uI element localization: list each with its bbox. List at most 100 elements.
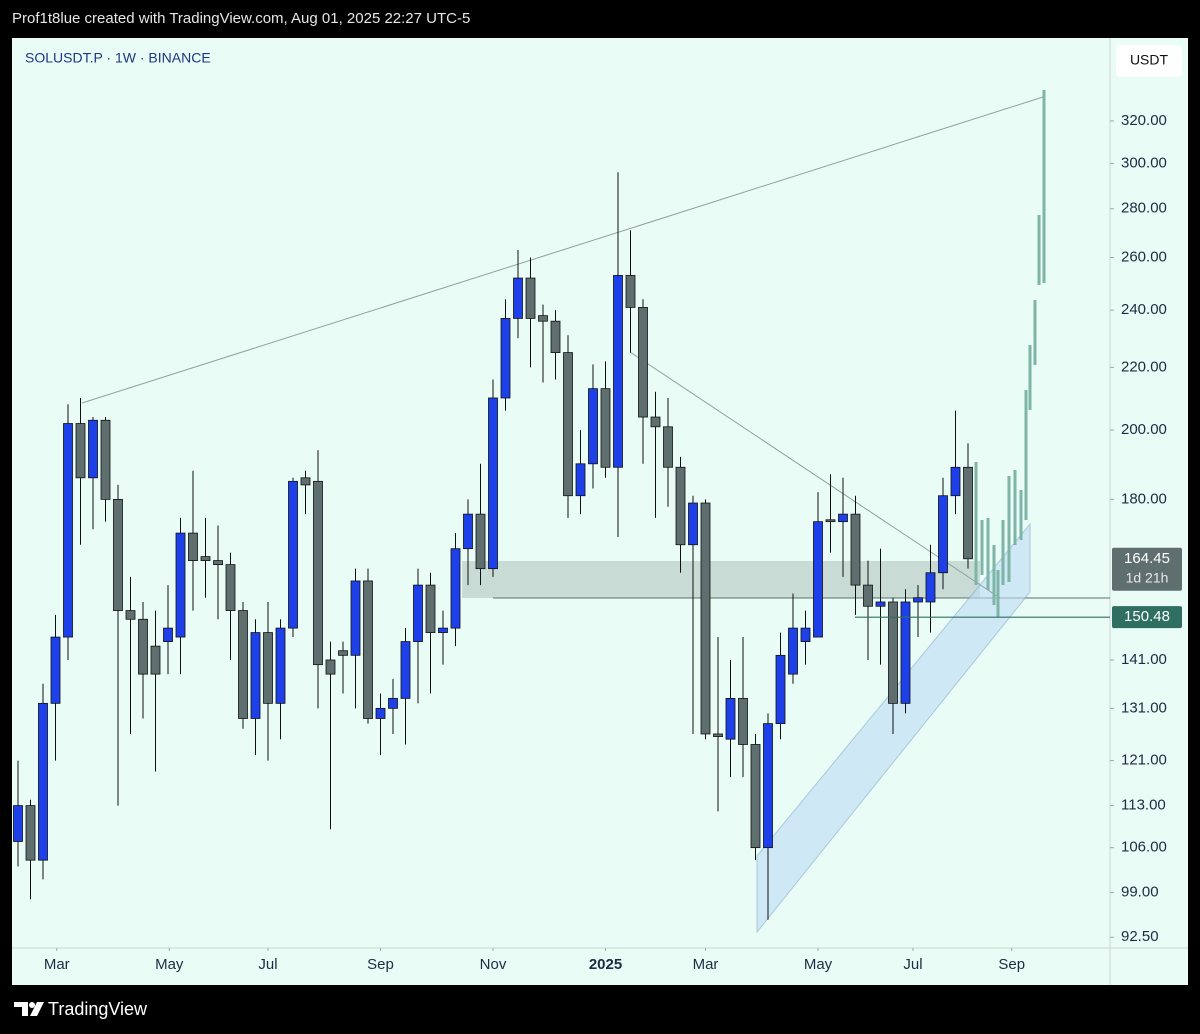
candle-body [350,580,361,656]
candle-body [825,519,836,523]
candle-body [88,419,98,479]
candle-body [763,723,773,849]
x-tick-label: Mar [44,956,70,973]
candle-body [263,632,273,704]
candle-body [838,513,848,523]
candle-body [313,480,323,666]
trendline [81,96,1044,404]
candle-body [188,532,198,561]
candle-body [288,480,298,629]
x-tick-label: Sep [998,956,1025,973]
candle-body [700,502,711,735]
price-line-box [1112,606,1182,629]
candle-body [75,423,86,479]
candle-body [363,580,373,719]
last-price-label: 164.45 [1124,550,1170,567]
candle-body [525,277,536,319]
candle-body [175,532,186,638]
candle-body [450,548,461,629]
logo [14,1002,44,1016]
candle-body [913,597,923,603]
candle-body [738,697,748,745]
x-tick-label: Nov [480,956,507,973]
candle-body [63,423,73,638]
candle-body [938,495,948,574]
candle-body [813,521,823,638]
candle-body [863,584,873,607]
y-tick-label: 113.00 [1121,797,1166,814]
x-tick-label: May [155,956,184,973]
candle-body [788,627,798,675]
candle-body [713,733,723,737]
candle-body [538,315,548,322]
candle-body [550,320,561,353]
candle-body [888,601,898,704]
candle-body [213,560,223,566]
candle-body [250,632,261,719]
axis-unit-box [1116,45,1182,77]
zone [462,561,980,598]
candle-body [150,645,161,675]
candle-body [38,702,48,861]
y-tick-label: 99.00 [1121,884,1159,901]
candle-body [163,627,173,642]
candle-body [238,610,248,719]
candle-body [463,513,473,550]
y-tick-label: 180.00 [1121,490,1167,507]
candle-body [750,744,761,849]
y-tick-label: 220.00 [1121,358,1167,375]
candle-body [275,627,286,704]
candle-body [513,277,523,319]
y-tick-label: 240.00 [1121,301,1167,318]
countdown: 1d 21h [1126,569,1169,585]
candle-body [638,307,648,418]
candle-body [875,601,886,607]
x-tick-label: Jul [903,956,922,973]
candle-body [688,502,698,546]
symbol-title: SOLUSDT.P · 1W · BINANCE [25,50,211,66]
candle-body [963,466,973,560]
x-tick-label: 2025 [589,956,622,973]
candle-body [900,601,911,704]
candle-body [950,466,961,497]
candle-body [25,805,36,861]
candle-body [13,805,23,842]
y-tick-label: 92.50 [1121,928,1159,945]
candle-body [125,610,136,620]
candle-body [300,477,311,486]
candle-body [325,659,336,675]
candle-body [338,650,348,656]
price-line-label: 150.48 [1124,608,1170,625]
candle-body [600,388,611,468]
candle-body [725,697,736,740]
candle-body [50,636,61,704]
attribution: Prof1t8lue created with TradingView.com,… [12,10,470,27]
candle-body [438,627,448,633]
candle-body [475,513,486,570]
candle-body [488,397,498,570]
candle-body [575,463,586,497]
chart-panel [12,38,1188,985]
y-tick-label: 106.00 [1121,839,1167,856]
y-tick-label: 300.00 [1121,154,1167,171]
candle-body [663,426,673,468]
y-tick-label: 260.00 [1121,248,1167,265]
brand: TradingView [48,999,148,1019]
candle-body [225,564,236,611]
y-tick-label: 280.00 [1121,200,1167,217]
candle-body [500,318,511,399]
candle-body [588,388,598,465]
y-tick-label: 141.00 [1121,651,1167,668]
candle-body [800,627,811,642]
last-price-box [1112,547,1182,591]
candle-body [850,513,861,586]
x-tick-label: Sep [367,956,394,973]
candle-body [413,584,423,642]
logo-icon [14,1002,44,1016]
candle-body [925,572,936,603]
candle-body [613,275,623,468]
candle-body [625,275,636,308]
candle-body [563,352,573,497]
